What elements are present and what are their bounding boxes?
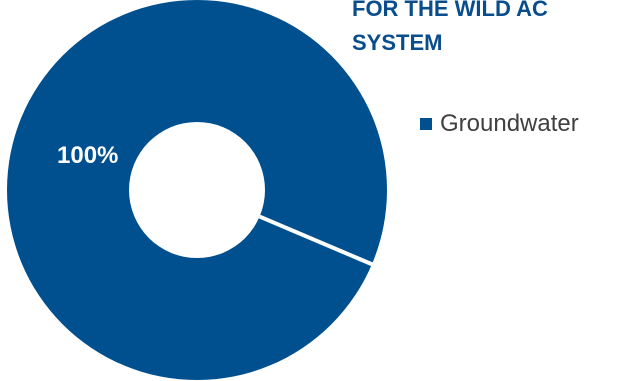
donut-chart: 100%: [7, 0, 387, 380]
legend-label-groundwater: Groundwater: [440, 110, 579, 137]
chart-title-line-1: FOR THE WILD AC: [352, 0, 548, 21]
legend-swatch-groundwater: [420, 118, 432, 130]
chart-title: FOR THE WILD AC SYSTEM: [352, 0, 618, 60]
chart-legend: Groundwater: [420, 110, 579, 138]
chart-title-line-2: SYSTEM: [352, 30, 443, 55]
donut-slice-groundwater: [7, 0, 387, 380]
slice-separator: [258, 214, 375, 267]
data-label-groundwater: 100%: [57, 142, 118, 169]
